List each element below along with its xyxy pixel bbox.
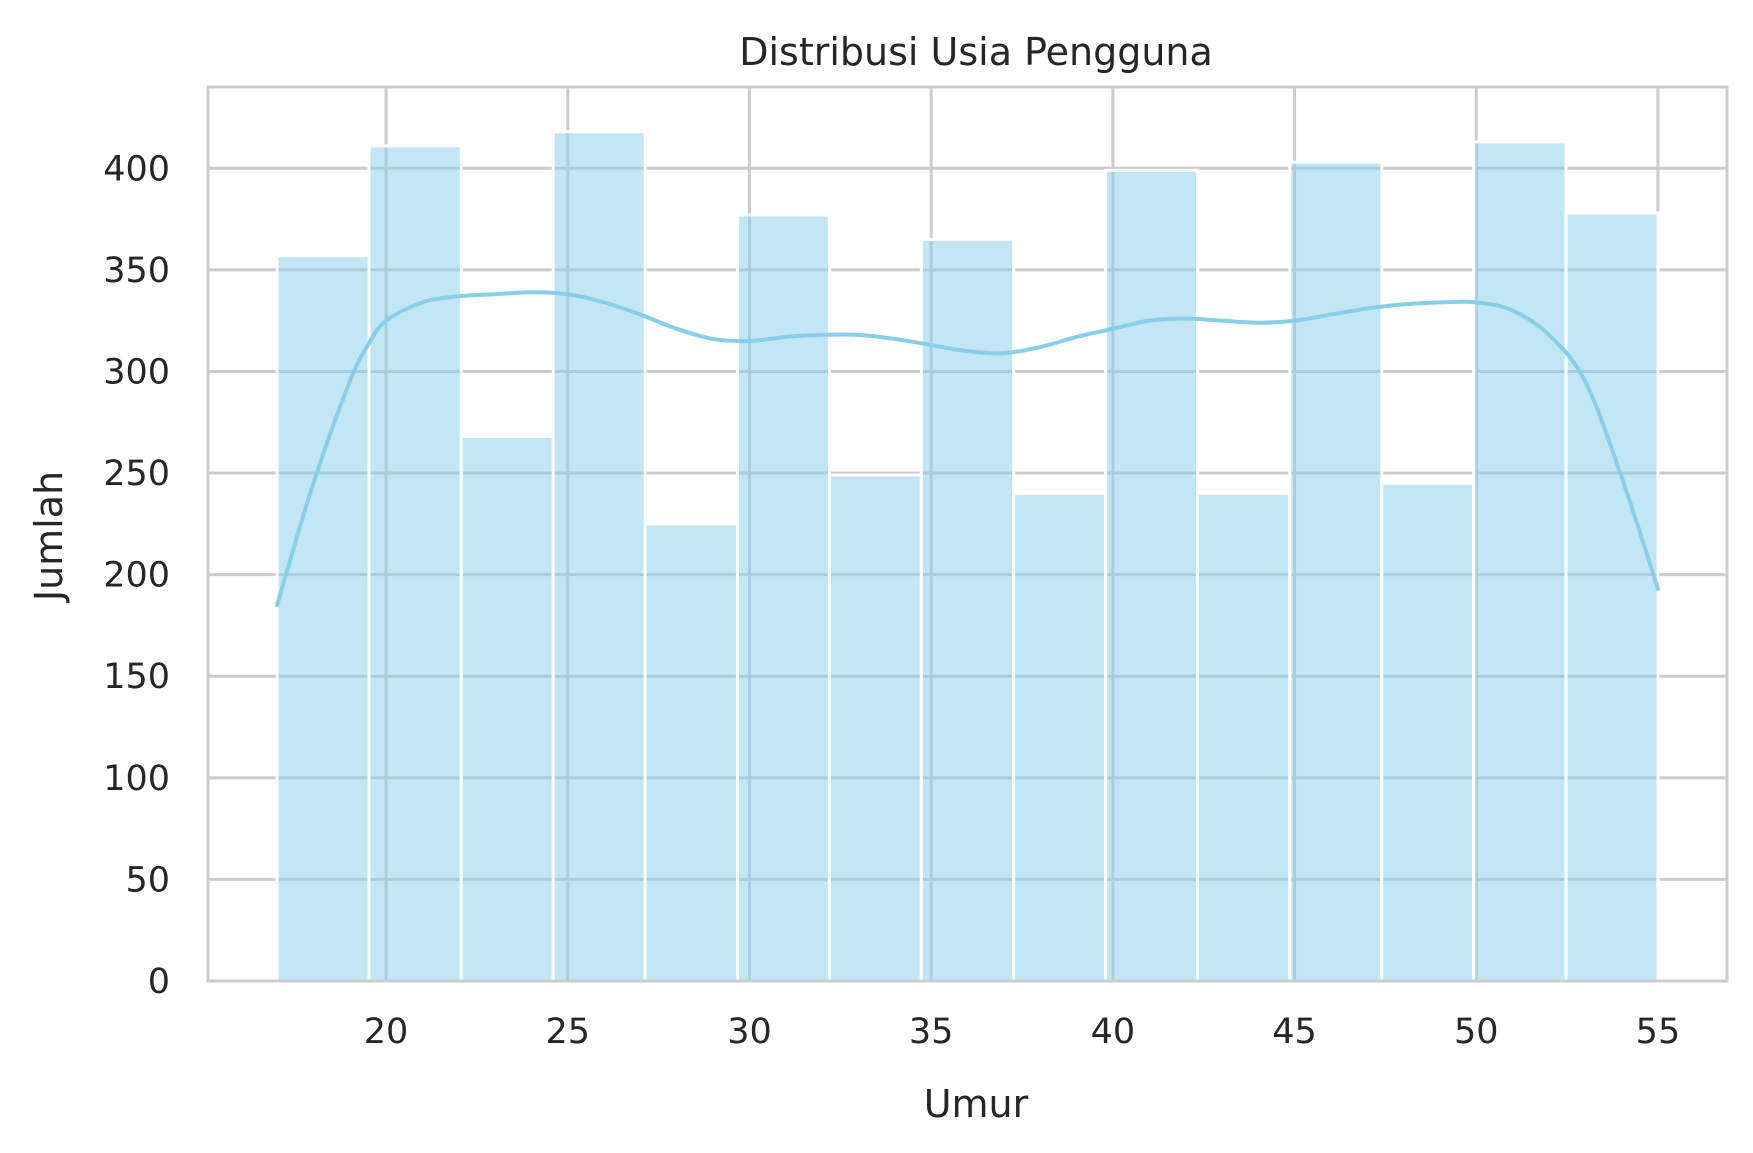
histogram-bar	[1564, 211, 1660, 983]
kde-curve-layer	[275, 290, 1660, 608]
histogram-bar	[1196, 491, 1292, 983]
y-tick-label: 150	[103, 657, 170, 697]
histogram-bar	[551, 130, 647, 983]
x-tick-label: 55	[1636, 1012, 1681, 1052]
histogram-bar	[1012, 491, 1108, 983]
y-tick-label: 50	[125, 860, 170, 900]
x-axis-label: Umur	[924, 1082, 1029, 1126]
x-axis-tick-labels: 20 25 30 35 40 45 50 55	[364, 1012, 1680, 1052]
x-tick-label: 45	[1272, 1012, 1317, 1052]
y-axis-tick-labels: 0 50 100 150 200 250 300 350 400	[103, 149, 170, 1002]
y-tick-label: 300	[103, 352, 170, 392]
y-tick-label: 250	[103, 454, 170, 494]
histogram-bar	[1288, 160, 1384, 983]
y-tick-label: 200	[103, 556, 170, 596]
x-tick-label: 30	[727, 1012, 772, 1052]
y-tick-label: 100	[103, 759, 170, 799]
histogram-bar	[1104, 168, 1200, 983]
plot-area-frame	[206, 85, 1729, 983]
x-tick-label: 50	[1454, 1012, 1499, 1052]
chart-title: Distribusi Usia Pengguna	[739, 30, 1213, 74]
x-tick-label: 25	[545, 1012, 590, 1052]
histogram-bar	[367, 144, 463, 983]
x-tick-label: 20	[364, 1012, 409, 1052]
kde-curve	[275, 290, 1660, 608]
histogram-bars	[275, 130, 1660, 983]
histogram-bar	[827, 473, 923, 983]
histogram-bar	[643, 522, 739, 983]
y-tick-label: 400	[103, 149, 170, 189]
histogram-bar	[735, 213, 831, 983]
y-tick-label: 350	[103, 251, 170, 291]
histogram-bar	[919, 237, 1016, 983]
histogram-bar	[459, 434, 555, 983]
y-tick-label: 0	[148, 962, 170, 1002]
histogram-bar	[1472, 140, 1568, 983]
x-tick-label: 35	[909, 1012, 954, 1052]
histogram-bar	[1380, 481, 1476, 983]
x-tick-label: 40	[1091, 1012, 1136, 1052]
y-axis-label: Jumlah	[27, 471, 71, 603]
